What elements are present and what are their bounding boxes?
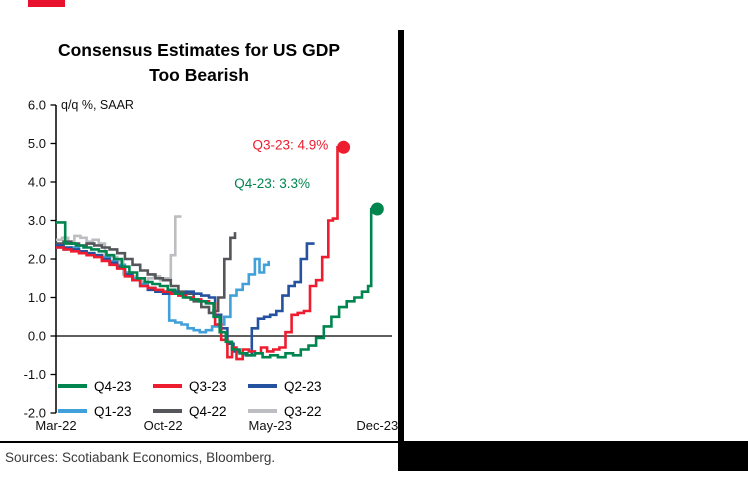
y-tick-label: -2.0	[24, 406, 46, 421]
y-tick-label: 5.0	[28, 136, 46, 151]
y-tick-label: 6.0	[28, 98, 46, 113]
y-tick-label: 1.0	[28, 290, 46, 305]
series-line-q4-23	[56, 207, 378, 359]
unit-label: q/q %, SAAR	[61, 98, 134, 112]
x-tick-label: Mar-22	[35, 418, 76, 433]
end-marker-q3-23	[337, 140, 351, 154]
x-tick-label: Dec-23	[356, 418, 398, 433]
chart-title-line1: Consensus Estimates for US GDP	[57, 40, 341, 60]
x-tick-label: May-23	[249, 418, 292, 433]
y-tick-label: -1.0	[24, 367, 46, 382]
annotation-0: Q3-23: 4.9%	[253, 137, 329, 152]
y-tick-label: 4.0	[28, 175, 46, 190]
chart-title: Consensus Estimates for US GDP Too Beari…	[0, 38, 398, 87]
end-marker-q4-23	[370, 202, 384, 216]
black-divider-bar	[404, 441, 748, 471]
chart-title-line2: Too Bearish	[149, 64, 249, 85]
red-accent-mark	[28, 0, 65, 7]
x-tick-label: Oct-22	[144, 418, 183, 433]
series-line-q3-22	[56, 215, 182, 284]
annotation-1: Q4-23: 3.3%	[234, 176, 310, 191]
y-tick-label: 2.0	[28, 252, 46, 267]
sources-text: Sources: Scotiabank Economics, Bloomberg…	[5, 449, 276, 465]
y-tick-label: 3.0	[28, 213, 46, 228]
y-tick-label: 0.0	[28, 329, 46, 344]
chart-panel: Consensus Estimates for US GDP Too Beari…	[0, 30, 404, 471]
series-line-q2-23	[56, 242, 315, 357]
series-line-q3-23	[56, 146, 344, 361]
sources-row: Sources: Scotiabank Economics, Bloomberg…	[0, 441, 398, 471]
